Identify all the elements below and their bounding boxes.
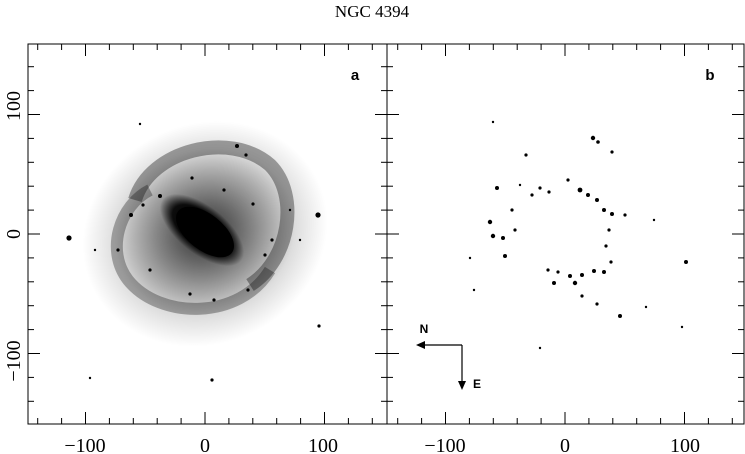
star-point [222,188,226,192]
x-tick-label-b-2: 0 [560,435,570,454]
hii-region-knot [580,294,584,298]
hii-region-knot [503,254,507,258]
hii-region-knot [602,208,606,212]
hii-region-knot [546,268,550,272]
star-point [190,176,194,180]
y-tick-label-1: 100 [3,91,25,121]
hii-region-knot [595,198,599,202]
hii-region-knot [596,140,600,144]
hii-region-knot [577,187,583,193]
star-point [129,213,133,217]
star-point [116,248,120,252]
hii-region-knot [652,218,656,222]
star-point [148,268,152,272]
hii-region-knot [586,193,590,197]
hii-region-knot [609,260,613,264]
hii-region-knot [518,183,522,187]
galaxy-image [82,121,328,347]
compass-north-label: N [420,322,429,336]
star-point [244,153,248,157]
star-point [251,202,255,206]
hii-region-knot [604,244,608,248]
hii-region-knot [572,280,578,286]
hii-region-knot [556,270,560,274]
star-point [315,212,321,218]
hii-region-knot [684,260,688,264]
star-point [66,235,72,241]
star-field [66,122,321,382]
hii-region-knot [491,120,495,124]
hii-region-knot [610,212,614,216]
hii-region-knot [607,228,611,232]
star-point [270,238,274,242]
star-point [263,253,267,257]
hii-region-knot [623,213,627,217]
star-point [138,122,142,126]
star-point [141,203,145,207]
star-point [88,376,92,380]
star-point [298,238,302,242]
hii-region-knot [618,314,622,318]
hii-region-knot [538,346,542,350]
panel-b [468,120,688,350]
hii-region-knot [590,135,596,141]
north-arrow-icon [416,341,425,349]
east-arrow-icon [458,381,466,390]
x-tick-label-a-2: 0 [200,435,210,454]
hii-region-knot [468,256,472,260]
star-point [235,144,239,148]
hii-region-knot [487,219,493,225]
star-point [158,194,162,198]
star-point [212,298,216,302]
compass-rose: N E [416,322,481,391]
hii-region-knot [472,288,476,292]
hii-region-knot [524,153,528,157]
star-point [288,208,292,212]
hii-region-knot [513,228,517,232]
hii-region-knot [602,270,606,274]
hii-region-knot [610,150,614,154]
panel-b-frame [386,43,745,425]
y-tick-label-3: −100 [3,340,25,381]
x-tick-label-b-3: 100 [670,435,700,454]
x-tick-label-a-3: 100 [308,435,338,454]
hii-region-knot [530,193,534,197]
hii-region-knot [552,281,556,285]
hii-region-knot [510,208,514,212]
compass-east-label: E [473,377,481,391]
figure-title: NGC 4394 [335,2,410,21]
star-point [210,378,214,382]
hii-region-knot [547,190,551,194]
hii-region-knot [680,325,684,329]
star-point [93,248,97,252]
star-point [188,292,192,296]
hii-region-knot [490,233,496,239]
y-tick-label-2: 0 [3,229,25,239]
hii-region-knot [644,305,648,309]
star-point [246,288,250,292]
panel-a [66,121,328,382]
hii-region-knot [592,269,596,273]
hii-region-knot [501,236,505,240]
x-tick-label-b-1: −100 [424,435,465,454]
hii-region-knot [495,186,499,190]
panel-letter-b: b [705,67,714,84]
hii-region-knot [568,274,572,278]
star-point [317,324,321,328]
axis-ticks [28,44,744,424]
x-tick-label-a-1: −100 [64,435,105,454]
hii-region-knot [580,273,584,277]
ring-hii-regions-image [468,120,688,350]
hii-region-knot [566,178,570,182]
hii-region-knot [538,186,542,190]
hii-region-knot [595,302,599,306]
panel-letter-a: a [351,67,360,84]
